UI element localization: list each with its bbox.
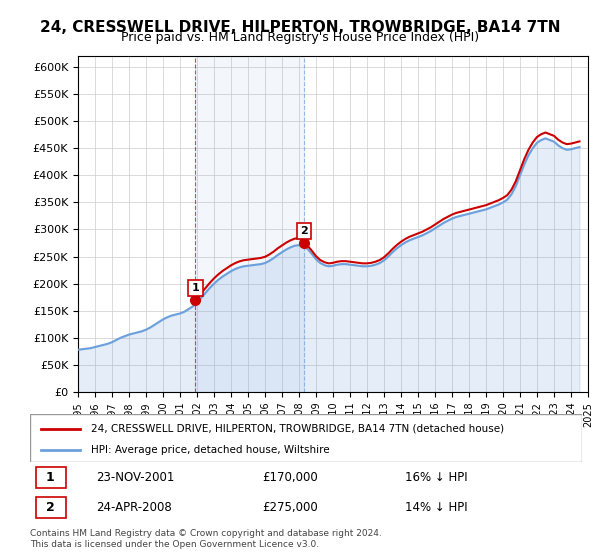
Text: 1: 1 <box>191 283 199 293</box>
Text: 24, CRESSWELL DRIVE, HILPERTON, TROWBRIDGE, BA14 7TN (detached house): 24, CRESSWELL DRIVE, HILPERTON, TROWBRID… <box>91 424 504 433</box>
Text: Contains HM Land Registry data © Crown copyright and database right 2024.
This d: Contains HM Land Registry data © Crown c… <box>30 529 382 549</box>
FancyBboxPatch shape <box>35 467 66 488</box>
FancyBboxPatch shape <box>30 414 582 462</box>
Text: 24-APR-2008: 24-APR-2008 <box>96 501 172 514</box>
Text: 24, CRESSWELL DRIVE, HILPERTON, TROWBRIDGE, BA14 7TN: 24, CRESSWELL DRIVE, HILPERTON, TROWBRID… <box>40 20 560 35</box>
FancyBboxPatch shape <box>35 497 66 517</box>
Text: 2: 2 <box>46 501 55 514</box>
Text: 14% ↓ HPI: 14% ↓ HPI <box>406 501 468 514</box>
Text: Price paid vs. HM Land Registry's House Price Index (HPI): Price paid vs. HM Land Registry's House … <box>121 31 479 44</box>
Text: 16% ↓ HPI: 16% ↓ HPI <box>406 471 468 484</box>
Text: £170,000: £170,000 <box>262 471 317 484</box>
Text: 1: 1 <box>46 471 55 484</box>
Text: £275,000: £275,000 <box>262 501 317 514</box>
Bar <box>196 56 304 392</box>
Text: 2: 2 <box>300 226 308 236</box>
Text: HPI: Average price, detached house, Wiltshire: HPI: Average price, detached house, Wilt… <box>91 445 329 455</box>
Text: 23-NOV-2001: 23-NOV-2001 <box>96 471 175 484</box>
